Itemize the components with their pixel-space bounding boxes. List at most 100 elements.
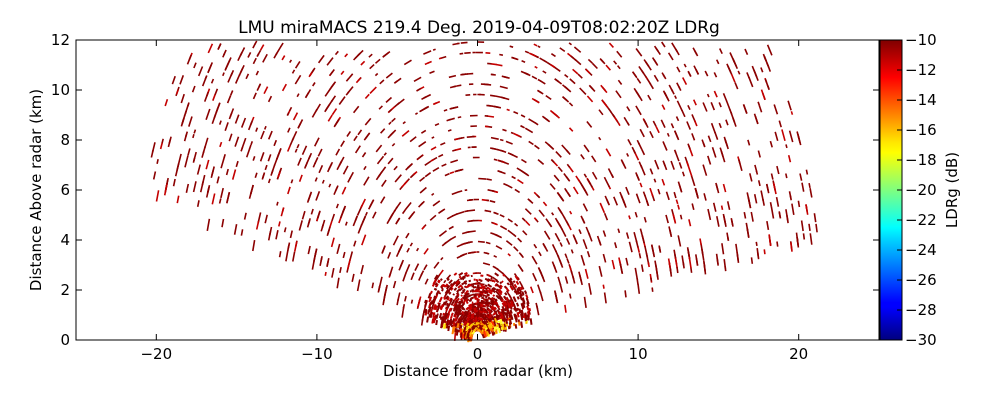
echo-cell	[487, 318, 491, 323]
echo-cell	[683, 63, 687, 68]
echo-cell	[241, 137, 247, 149]
echo-cell	[309, 72, 313, 76]
echo-cell	[439, 208, 446, 213]
y-tick-label: 0	[60, 331, 70, 349]
echo-cell	[152, 171, 157, 180]
echo-cell	[445, 296, 448, 300]
echo-cell	[402, 272, 407, 282]
echo-cell	[453, 314, 457, 318]
echo-cell	[725, 119, 729, 126]
echo-cell	[568, 127, 574, 132]
echo-cell	[177, 153, 182, 166]
echo-cell	[234, 74, 241, 84]
echo-cell	[455, 291, 460, 296]
echo-cell	[580, 154, 585, 160]
echo-cell	[569, 293, 572, 299]
echo-cell	[354, 215, 359, 222]
echo-cell	[631, 146, 637, 154]
echo-cell	[256, 84, 261, 91]
echo-cell	[564, 73, 569, 78]
echo-cell	[193, 62, 197, 69]
echo-cell	[414, 263, 420, 271]
echo-cell	[485, 303, 488, 307]
echo-cell	[695, 258, 699, 266]
echo-cell	[369, 86, 377, 94]
echo-cell	[499, 318, 504, 325]
echo-cell	[776, 165, 780, 175]
echo-cell	[655, 268, 659, 278]
echo-cell	[401, 180, 409, 188]
echo-cell	[240, 117, 247, 128]
echo-cell	[614, 242, 618, 249]
echo-cell	[388, 266, 394, 277]
echo-cell	[511, 282, 514, 286]
echo-cell	[570, 270, 575, 280]
echo-cell	[691, 203, 695, 210]
echo-cell	[713, 72, 718, 78]
echo-cell	[467, 241, 473, 244]
echo-cell	[710, 102, 716, 111]
echo-cell	[235, 160, 239, 168]
echo-cell	[539, 291, 544, 302]
echo-cell	[579, 87, 587, 95]
echo-cell	[513, 314, 517, 320]
echo-cell	[490, 232, 494, 235]
echo-cell	[437, 302, 440, 305]
echo-cell	[638, 253, 642, 259]
echo-cell	[432, 279, 437, 285]
echo-cell	[486, 293, 491, 297]
echo-cell	[391, 117, 396, 123]
echo-cell	[681, 255, 685, 266]
echo-cell	[663, 162, 668, 171]
echo-cell	[479, 291, 483, 294]
echo-cell	[394, 77, 402, 84]
echo-cell	[570, 249, 574, 254]
echo-cell	[482, 262, 491, 266]
x-axis-label: Distance from radar (km)	[383, 362, 573, 380]
echo-cell	[504, 292, 508, 296]
echo-cell	[523, 290, 528, 295]
echo-cell	[603, 292, 607, 304]
echo-cell	[650, 277, 653, 282]
echo-cell	[193, 151, 197, 162]
echo-cell	[324, 108, 328, 113]
y-tick-label: 12	[51, 31, 70, 49]
echo-cell	[203, 91, 209, 102]
echo-cell	[286, 144, 292, 152]
echo-cell	[524, 208, 532, 215]
echo-cell	[315, 191, 321, 201]
echo-cell	[423, 247, 429, 255]
echo-cell	[785, 173, 788, 179]
echo-cell	[296, 93, 300, 98]
echo-cell	[276, 148, 282, 160]
echo-cell	[495, 329, 498, 334]
echo-cell	[508, 278, 513, 284]
echo-cell	[443, 313, 448, 320]
echo-cell	[354, 145, 361, 154]
echo-cell	[294, 148, 298, 153]
echo-cell	[224, 122, 229, 132]
echo-cell	[692, 99, 697, 106]
echo-cell	[790, 242, 793, 252]
echo-cell	[490, 63, 497, 66]
echo-cell	[405, 232, 410, 239]
echo-cell	[643, 119, 648, 126]
echo-cell	[686, 161, 690, 167]
echo-cell	[430, 300, 434, 305]
echo-cell	[455, 305, 459, 309]
echo-cell	[449, 286, 453, 290]
echo-cell	[324, 87, 332, 97]
echo-cell	[490, 73, 496, 76]
echo-cell	[452, 308, 456, 312]
echo-cell	[442, 323, 446, 329]
echo-cell	[485, 296, 488, 299]
colorbar-tick-label: −30	[905, 331, 937, 349]
echo-cell	[467, 309, 470, 312]
echo-cell	[432, 48, 436, 51]
echo-cell	[494, 310, 498, 314]
echo-cell	[441, 283, 445, 288]
echo-cell	[387, 131, 395, 139]
echo-cell	[416, 87, 422, 92]
echo-cell	[693, 65, 700, 75]
echo-cell	[428, 296, 433, 303]
